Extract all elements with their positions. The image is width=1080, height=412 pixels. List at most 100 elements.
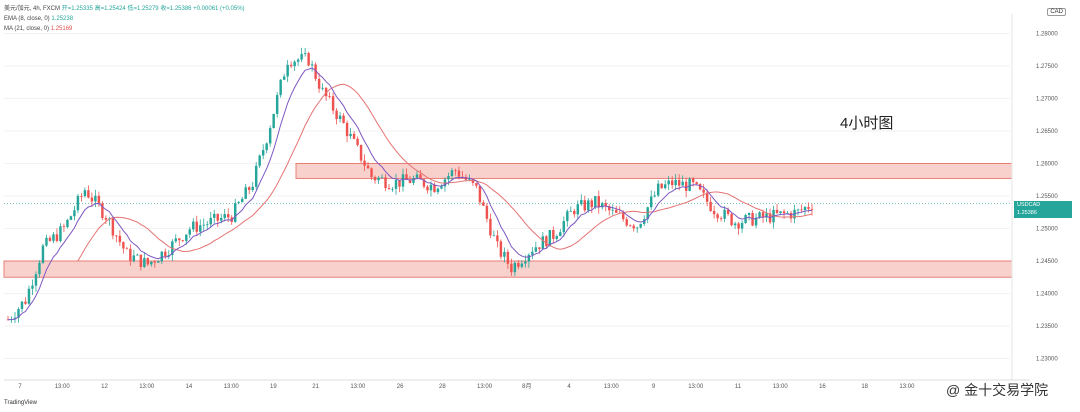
candle-down	[247, 187, 251, 191]
candle-up	[83, 190, 87, 197]
low-value: 低=1.25279	[127, 6, 159, 12]
candle-down	[775, 209, 779, 213]
candle-down	[552, 230, 555, 239]
candle-up	[744, 215, 747, 223]
candle-up	[646, 207, 649, 220]
candle-down	[538, 247, 541, 249]
x-tick-label: 28	[439, 384, 446, 390]
candle-down	[324, 87, 328, 97]
y-tick-label: 1.24000	[1036, 292, 1058, 298]
y-tick-label: 1.28000	[1036, 32, 1058, 38]
candle-up	[803, 207, 807, 211]
candle-down	[517, 262, 520, 267]
ma-21-line	[77, 83, 813, 262]
tradingview-logo[interactable]: TradingView	[4, 400, 38, 406]
ma-legend[interactable]: MA (21, close, 0) 1.25169	[4, 24, 245, 34]
y-tick-label: 1.24500	[1036, 259, 1058, 265]
candle-down	[478, 185, 482, 203]
candle-down	[677, 179, 681, 186]
candle-up	[754, 217, 758, 226]
candle-down	[789, 212, 793, 219]
candle-up	[541, 236, 545, 249]
candle-up	[251, 186, 254, 191]
candle-up	[310, 64, 314, 66]
x-tick-label: 13:00	[350, 384, 366, 390]
candle-up	[31, 285, 34, 289]
candle-up	[192, 221, 195, 230]
candle-down	[810, 208, 814, 210]
candle-down	[730, 213, 733, 226]
candle-up	[740, 222, 744, 229]
ema-legend[interactable]: EMA (8, close, 0) 1.25238	[4, 14, 245, 24]
currency-badge[interactable]: CAD	[1047, 8, 1066, 16]
candle-up	[415, 174, 419, 178]
candle-up	[688, 178, 691, 191]
candle-up	[167, 255, 171, 257]
candle-down	[178, 238, 181, 241]
candle-up	[220, 217, 223, 221]
ema-8-line	[8, 67, 813, 321]
candle-up	[534, 247, 538, 252]
candle-up	[635, 227, 639, 229]
candle-up	[531, 251, 534, 255]
candle-up	[440, 186, 443, 189]
candle-up	[559, 232, 562, 237]
candle-down	[164, 251, 167, 257]
candle-up	[580, 200, 583, 205]
candle-up	[733, 223, 737, 226]
candle-down	[419, 174, 422, 180]
x-tick-label: 13:00	[477, 384, 493, 390]
candle-down	[583, 200, 587, 211]
high-value: 高=1.25424	[94, 6, 126, 12]
candle-down	[433, 184, 436, 193]
candle-up	[185, 234, 188, 241]
candle-up	[611, 209, 614, 211]
candle-down	[800, 209, 803, 211]
candle-down	[698, 184, 702, 190]
candle-up	[59, 226, 62, 242]
x-tick-label: 13:00	[688, 384, 704, 390]
candle-down	[122, 242, 125, 249]
candle-down	[139, 254, 143, 267]
candle-up	[786, 212, 789, 214]
candle-up	[282, 76, 286, 80]
candle-down	[195, 221, 198, 232]
candle-up	[94, 195, 97, 202]
candle-up	[513, 262, 517, 273]
candle-down	[590, 200, 593, 208]
candle-up	[429, 184, 433, 191]
candle-down	[695, 182, 698, 185]
candle-up	[160, 251, 164, 262]
candle-up	[796, 209, 800, 211]
candle-up	[401, 174, 405, 187]
candle-up	[587, 200, 590, 211]
candle-up	[254, 165, 258, 187]
x-tick-label: 12	[101, 384, 108, 390]
x-tick-label: 26	[397, 384, 404, 390]
candle-up	[27, 288, 31, 304]
candle-down	[615, 209, 618, 213]
candle-up	[503, 251, 506, 257]
candle-down	[426, 186, 429, 191]
x-tick-label: 9	[652, 384, 656, 390]
candle-up	[240, 198, 244, 203]
x-tick-label: 18	[861, 384, 868, 390]
candle-up	[576, 204, 580, 215]
candle-down	[737, 223, 740, 229]
ema-label: EMA (8, close, 0)	[4, 16, 50, 22]
candle-up	[377, 177, 380, 181]
candle-up	[268, 128, 272, 144]
candle-up	[76, 195, 80, 211]
candle-down	[573, 210, 576, 215]
candle-up	[296, 59, 300, 62]
candle-up	[569, 210, 573, 212]
candle-down	[506, 251, 510, 264]
candle-up	[667, 180, 670, 185]
candle-up	[209, 217, 212, 225]
candle-up	[524, 261, 527, 264]
candle-up	[779, 211, 782, 213]
candle-down	[625, 219, 628, 226]
candle-down	[331, 96, 335, 111]
candle-up	[206, 224, 209, 226]
